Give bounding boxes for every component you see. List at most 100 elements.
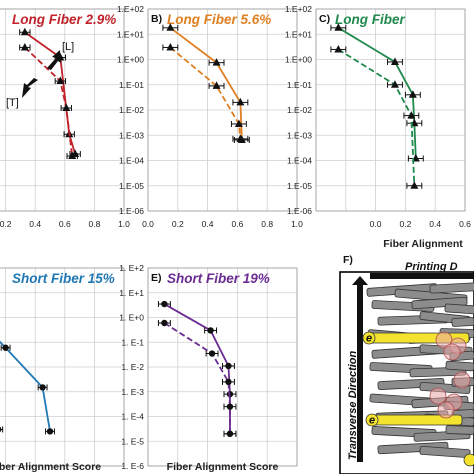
data-point-circle [39, 384, 46, 391]
data-point-circle [225, 362, 232, 370]
x-tick-label: 0.4 [202, 472, 214, 474]
data-point-circle [161, 300, 168, 308]
pore-highlight [443, 343, 461, 361]
x-tick-label: 0.6 [59, 472, 71, 474]
x-tick-label: 0.4 [202, 219, 214, 229]
x-tick-label: 0.0 [142, 219, 154, 229]
data-point-circle [0, 426, 2, 433]
fiber-end-marker [362, 331, 376, 345]
data-point-triangle [410, 181, 419, 189]
pore-highlight [429, 387, 447, 405]
y-tick-label: 1. E+2 [119, 263, 144, 273]
x-tick-label: 0.8 [261, 219, 273, 229]
y-tick-label: 1. E+1 [119, 288, 144, 298]
data-point-circle [226, 430, 234, 437]
data-point-triangle [234, 119, 243, 127]
fiber [444, 303, 474, 315]
y-tick-label: 1.E-02 [119, 105, 144, 115]
x-tick-label: 0.2 [0, 219, 12, 229]
fiber [445, 360, 474, 372]
series-line-dashed [163, 322, 231, 434]
x-tick-label: 0.2 [0, 472, 12, 474]
x-tick-label: 0.2 [172, 219, 184, 229]
panel-label: E) [151, 272, 162, 284]
x-axis-title: Fiber Alignment Score [167, 461, 279, 473]
panel-e-short-fiber-19: 1. E+2 1. E+1 1. E+0 1. E-1 1. E-2 1. E-3 1. E… [119, 263, 303, 474]
data-point-triangle [20, 27, 29, 36]
plot-frame [315, 8, 466, 212]
y-tick-label: 1.E-01 [119, 80, 144, 90]
x-tick-label: 0.4 [429, 219, 441, 229]
y-tick-label: 1.E-06 [287, 206, 312, 216]
plot-frame [0, 8, 125, 212]
transverse-direction-arrowhead [352, 276, 368, 285]
data-point-circle [46, 428, 54, 435]
x-tick-label: 1.0 [118, 219, 130, 229]
panel-b-long-fiber-5-6: 1.E+02 1.E+01 1.E+00 1.E-01 1.E-02 1.E-03 1.E-… [117, 4, 303, 229]
series-line-dashed [337, 48, 416, 186]
y-tick-label: 1. E-3 [121, 387, 144, 397]
x-axis-title: ber Alignment Score [0, 461, 101, 473]
data-point-triangle [20, 42, 29, 51]
data-point-triangle [390, 80, 399, 88]
x-tick-label: 0.8 [88, 472, 100, 474]
x-tick-label: 0.6 [459, 219, 471, 229]
x-tick-label: 0.0 [142, 472, 154, 474]
plot-frame [147, 8, 298, 212]
panel-label: C) [319, 13, 330, 25]
panel-title: Long Fiber 5.6% [167, 12, 271, 27]
x-tick-label: 0.8 [88, 219, 100, 229]
arrow-to-transverse [22, 78, 38, 98]
y-tick-label: 1.E+00 [117, 55, 144, 65]
printing-direction-arrow [370, 273, 474, 279]
x-tick-label: 0.6 [231, 472, 243, 474]
fiber-end-marker [463, 453, 474, 467]
series-line-solid [0, 340, 51, 432]
panel-title: Long Fiber 2.9% [12, 12, 116, 27]
y-tick-label: 1. E+0 [119, 313, 144, 323]
y-tick-label: 1. E-4 [121, 412, 144, 422]
data-point-triangle [68, 151, 77, 160]
data-point-circle [225, 378, 232, 386]
y-tick-label: 1. E-2 [121, 362, 144, 372]
series-line-dashed [169, 46, 242, 139]
pore-highlight [435, 331, 453, 349]
data-point-circle [208, 350, 216, 357]
plot-frame [147, 267, 298, 467]
data-point-triangle [407, 111, 416, 119]
y-tick-label: 1. E-5 [121, 436, 144, 446]
fiber [445, 425, 474, 435]
panel-c-long-fiber: 1.E+02 1.E+01 1.E+00 1.E-01 1.E-02 1.E-03 1.E-… [285, 4, 471, 250]
x-tick-label: 0.6 [231, 219, 243, 229]
printing-direction-label: Printing D [405, 261, 458, 273]
y-tick-label: 1.E-06 [119, 206, 144, 216]
y-tick-label: 1.E-03 [287, 130, 312, 140]
x-tick-label: 0.4 [29, 472, 41, 474]
x-tick-label: 0.4 [29, 219, 41, 229]
data-point-circle [2, 344, 9, 351]
fiber-highlights: ee [362, 331, 474, 467]
pore-highlight [437, 401, 455, 419]
y-tick-label: 1. E-1 [121, 337, 144, 347]
panel-d-short-fiber-15: 0.2 0.4 0.6 0.8 1.0 ber Alignment Score Short … [0, 267, 130, 474]
pore-highlight [453, 371, 471, 389]
series-line-solid [24, 31, 77, 155]
x-tick-label: 0.2 [172, 472, 184, 474]
fiber [429, 282, 474, 294]
x-tick-label: 0.8 [261, 472, 273, 474]
y-tick-label: 1.E-04 [287, 156, 312, 166]
panel-f-label: F) [343, 254, 353, 266]
data-point-triangle [390, 57, 399, 65]
x-tick-label: 1.0 [291, 472, 303, 474]
x-tick-label: 1.0 [291, 219, 303, 229]
panel-title: Long Fiber [335, 12, 405, 27]
panel-a-long-fiber-2-9: 0.2 0.4 0.6 0.8 1.0 Long Fiber 2.9% [L] [T] [0, 8, 130, 229]
data-point-triangle [62, 103, 71, 112]
data-point-triangle [166, 42, 175, 51]
data-point-triangle [212, 81, 221, 89]
panel-title: Short Fiber 19% [167, 271, 270, 286]
y-tick-label: 1. E-6 [121, 461, 144, 471]
y-tick-label: 1.E+01 [285, 29, 312, 39]
fiber-end-marker [365, 413, 379, 427]
